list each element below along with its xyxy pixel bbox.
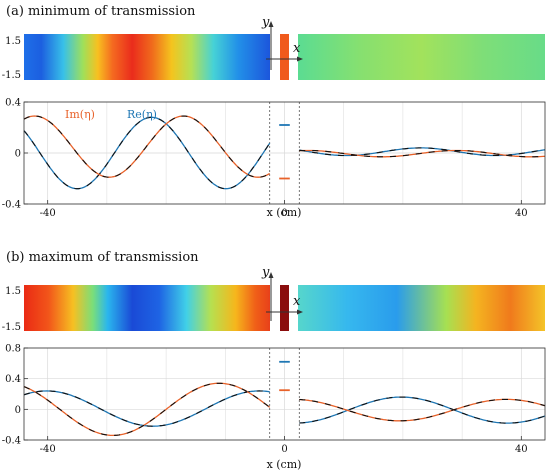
panel-a: (a) minimum of transmission y x 1.5 -1.5… <box>2 4 546 220</box>
panel-b-xtick-label: 40 <box>515 444 528 455</box>
panel-b-y-axis-glyph: y <box>261 265 270 280</box>
panel-b-block <box>280 285 289 331</box>
panel-a-map-ytick: -1.5 <box>2 70 21 81</box>
panel-b-curves <box>23 360 546 437</box>
panel-a-ytick-label: 0 <box>15 149 21 160</box>
panel-a-ytick-label: 0.4 <box>5 98 21 109</box>
panel-a-xlabel: x (cm) <box>267 206 302 219</box>
panel-a-curves <box>23 115 546 190</box>
panel-a-ytick-label: -0.4 <box>2 200 21 211</box>
panel-a-x-arrowhead <box>297 56 303 62</box>
panel-a-plot: -40 0 40 -0.4 0 0.4 Im(η) Re(η) x (cm) <box>2 98 546 220</box>
panel-b-im-fit-dashed <box>299 398 546 422</box>
panel-b-title: (b) maximum of transmission <box>6 250 199 265</box>
panel-b-y-arrowhead <box>268 272 274 278</box>
panel-a-re-line <box>299 147 546 157</box>
panel-b: (b) maximum of transmission y x 1.5 -1.5… <box>2 250 546 471</box>
panel-b-im-line <box>23 382 271 437</box>
panel-b-map-right <box>298 285 545 331</box>
panel-b-ytick-label: 0.8 <box>5 344 21 355</box>
panel-a-y-arrowhead <box>268 21 274 27</box>
panel-a-colormap: y x 1.5 -1.5 <box>2 15 545 81</box>
panel-a-im-fit-dashed <box>299 149 546 158</box>
panel-a-y-axis-glyph: y <box>261 15 270 30</box>
panel-b-x-arrowhead <box>297 309 303 315</box>
panel-b-xtick-label: -40 <box>40 444 56 455</box>
panel-a-title: (a) minimum of transmission <box>6 4 196 19</box>
panel-b-map-ytick: 1.5 <box>5 286 21 297</box>
panel-a-xtick-label: 0 <box>281 208 287 219</box>
panel-b-ytick-label: 0 <box>15 405 21 416</box>
panel-a-xtick-label: -40 <box>40 208 56 219</box>
panel-b-x-axis-glyph: x <box>293 294 301 309</box>
panel-b-ytick-label: 0.4 <box>5 374 21 385</box>
panel-b-ytick-label: -0.4 <box>2 436 21 447</box>
panel-a-map-left <box>24 34 270 80</box>
panel-b-re-fit-dashed <box>23 390 270 427</box>
panel-a-block <box>280 34 289 80</box>
panel-a-map-ytick: 1.5 <box>5 36 21 47</box>
panel-a-x-axis-glyph: x <box>293 41 301 56</box>
panel-a-map-right <box>298 34 545 80</box>
legend-re: Re(η) <box>127 108 157 121</box>
panel-b-ticks: -40 0 40 -0.4 0 0.4 0.8 <box>2 344 528 456</box>
panel-b-re-fit-dashed <box>299 396 546 424</box>
panel-b-im-line <box>299 398 546 422</box>
panel-a-im-fit-dashed <box>23 115 270 178</box>
panel-b-plot: -40 0 40 -0.4 0 0.4 0.8 x (cm) <box>2 344 546 471</box>
panel-b-map-left <box>24 285 270 331</box>
legend-im: Im(η) <box>65 108 95 121</box>
panel-b-xtick-label: 0 <box>281 444 287 455</box>
panel-a-re-fit-dashed <box>23 116 271 190</box>
panel-a-xtick-label: 40 <box>515 208 528 219</box>
panel-b-map-ytick: -1.5 <box>2 322 21 333</box>
panel-b-colormap: y x 1.5 -1.5 <box>2 265 545 333</box>
panel-a-ticks: -40 0 40 -0.4 0 0.4 <box>2 98 528 220</box>
panel-a-re-fit-dashed <box>299 147 546 157</box>
panel-b-xlabel: x (cm) <box>267 458 302 471</box>
